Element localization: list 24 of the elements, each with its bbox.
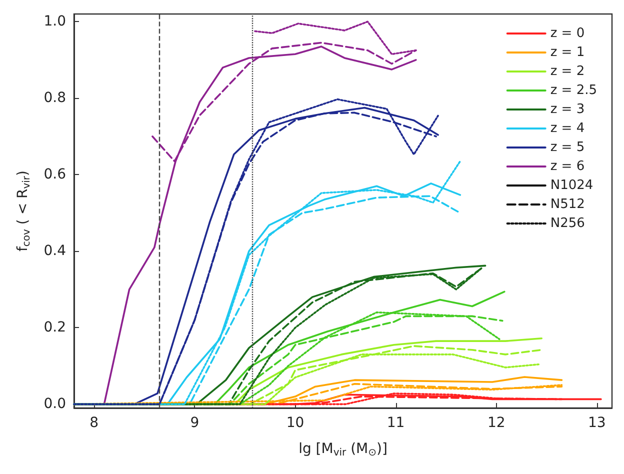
legend-label: z = 3 [550,102,585,117]
x-tick-label: 10 [286,415,304,431]
legend-label: z = 2.5 [550,83,597,98]
x-tick-label: 8 [90,415,99,431]
legend-label: N256 [550,216,585,231]
x-tick-label: 11 [386,415,405,431]
y-tick-label: 0.2 [44,320,66,336]
x-tick-label: 12 [487,415,506,431]
legend-label: z = 5 [550,140,585,155]
legend-label: z = 4 [550,121,585,136]
y-axis-title: fcov ( < Rvir) [15,170,32,252]
legend-label: z = 1 [550,45,585,60]
y-tick-label: 0.8 [44,90,66,106]
y-tick-label: 0.0 [44,396,66,412]
x-tick-label: 13 [588,415,606,431]
legend-label: z = 6 [550,159,585,174]
x-tick-label: 9 [190,415,200,431]
y-tick-label: 1.0 [44,14,66,30]
y-tick-label: 0.6 [44,166,66,183]
y-tick-label: 0.4 [44,243,66,260]
legend-label: z = 0 [550,26,585,41]
legend-label: N512 [550,197,585,212]
legend-label: z = 2 [550,64,585,79]
legend-label: N1024 [550,178,594,193]
